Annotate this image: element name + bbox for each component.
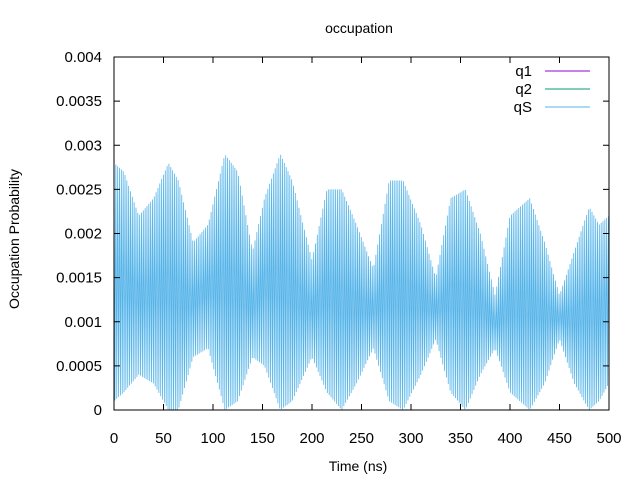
plot-frame — [113, 56, 610, 411]
y-tick-label: 0.002 — [64, 226, 102, 243]
tick-layer: 0 50 100 150 200 250 300 350 400 450 500 0 0.0005 0.0… — [56, 49, 621, 447]
x-axis-label: Time (ns) — [329, 458, 388, 474]
x-tick-label: 50 — [155, 430, 172, 447]
legend-label-q1: q1 — [515, 63, 532, 80]
legend-label-qS: qS — [514, 99, 532, 116]
x-tick-label: 150 — [250, 430, 275, 447]
x-tick-label: 350 — [448, 430, 473, 447]
y-axis-label: Occupation Probability — [6, 169, 22, 309]
y-tick-label: 0.0005 — [56, 358, 102, 375]
y-tick-label: 0.0015 — [56, 270, 102, 287]
chart-title: occupation — [325, 20, 393, 36]
y-tick-label: 0.003 — [64, 137, 102, 154]
y-tick-label: 0.004 — [64, 49, 102, 66]
y-tick-label: 0.001 — [64, 314, 102, 331]
x-tick-label: 300 — [398, 430, 423, 447]
series-layer — [113, 154, 609, 411]
x-tick-label: 500 — [596, 430, 621, 447]
x-tick-label: 0 — [110, 430, 118, 447]
series-line-qS — [113, 154, 609, 411]
x-tick-label: 100 — [200, 430, 225, 447]
y-tick-label: 0.0025 — [56, 181, 102, 198]
x-tick-label: 250 — [349, 430, 374, 447]
x-tick-label: 200 — [299, 430, 324, 447]
legend-label-q2: q2 — [515, 81, 532, 98]
x-tick-label: 400 — [497, 430, 522, 447]
x-tick-label: 450 — [547, 430, 572, 447]
y-tick-label: 0 — [94, 402, 102, 419]
y-tick-label: 0.0035 — [56, 93, 102, 110]
